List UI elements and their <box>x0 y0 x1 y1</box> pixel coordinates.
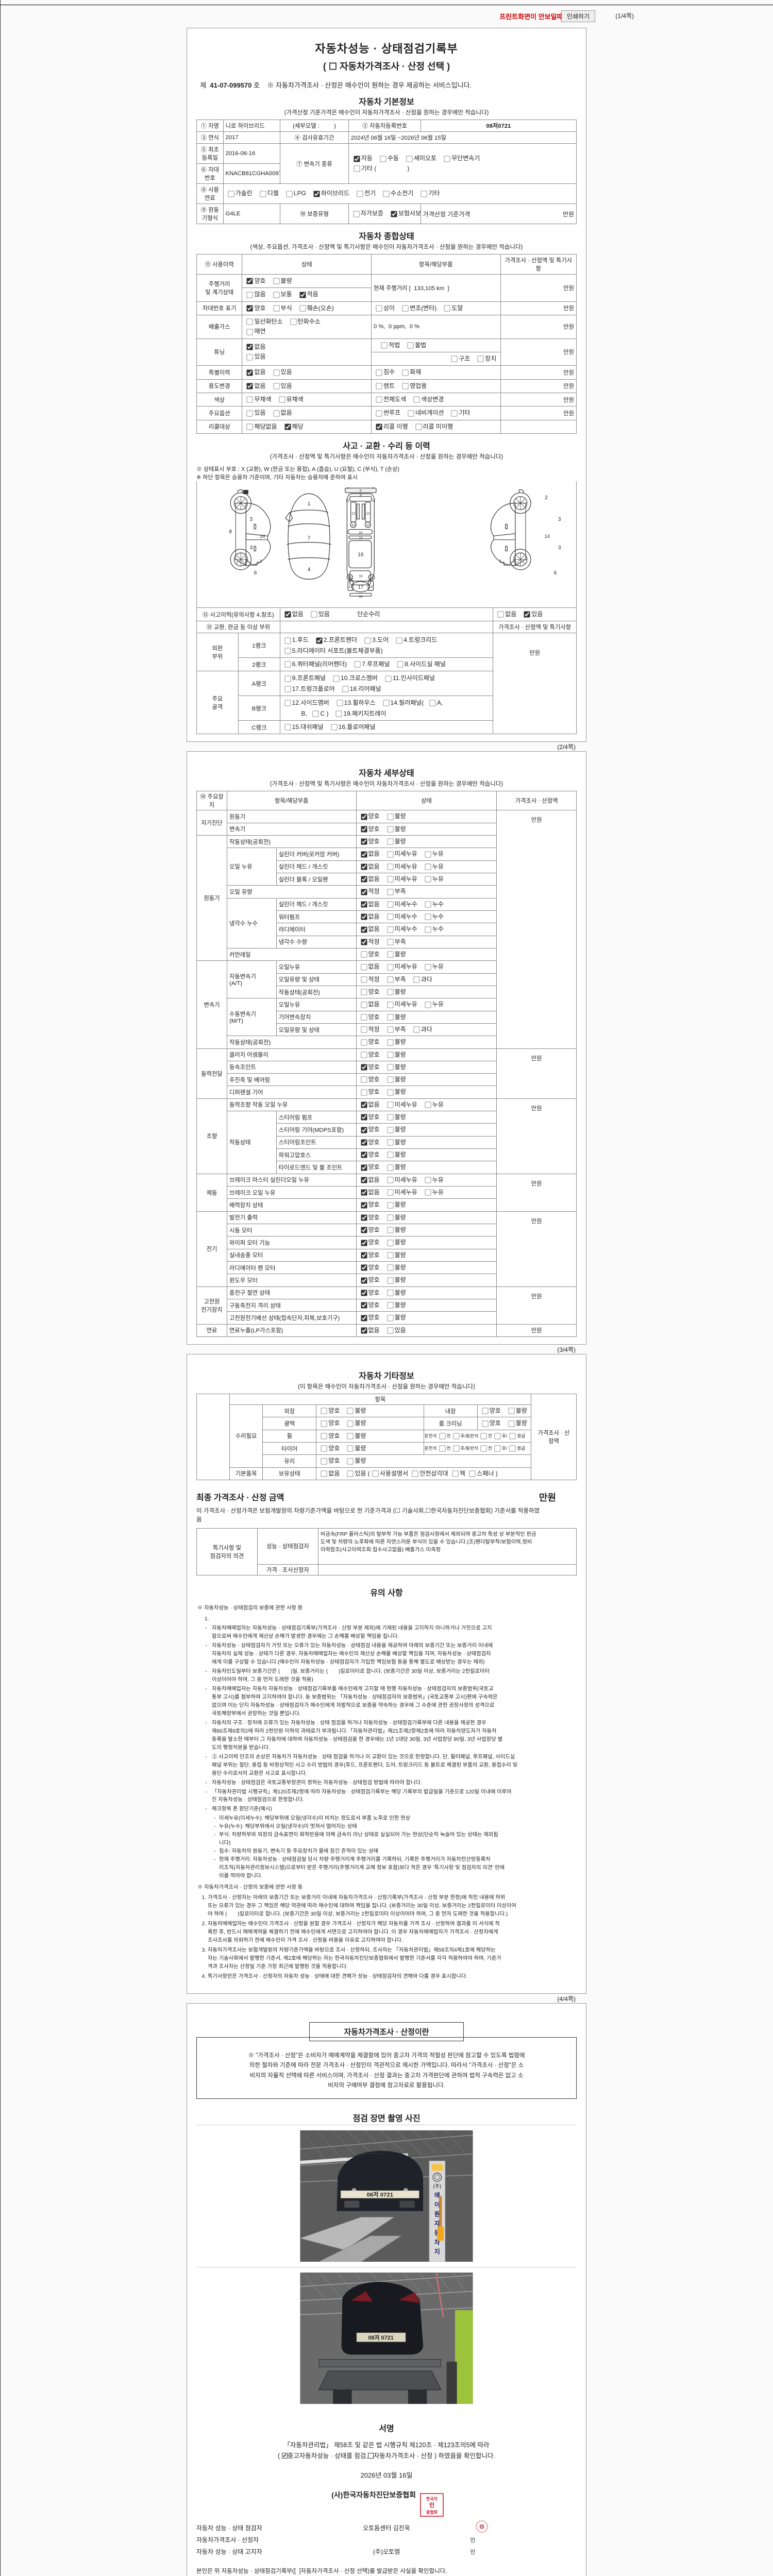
svg-text:15: 15 <box>359 537 363 540</box>
svg-text:5: 5 <box>360 489 362 493</box>
svg-text:13: 13 <box>351 523 356 527</box>
svg-text:印: 印 <box>480 2524 484 2530</box>
svg-text:11: 11 <box>372 499 376 503</box>
svg-text:한국자: 한국자 <box>426 2496 438 2501</box>
svg-text:인: 인 <box>429 2501 434 2509</box>
svg-text:4: 4 <box>308 567 311 573</box>
svg-text:지: 지 <box>434 2248 440 2255</box>
svg-text:6: 6 <box>254 570 257 576</box>
svg-text:3: 3 <box>250 545 253 551</box>
svg-text:12: 12 <box>366 512 370 515</box>
svg-text:1: 1 <box>308 501 311 507</box>
svg-text:19: 19 <box>359 575 363 579</box>
svg-text:12: 12 <box>369 585 373 589</box>
svg-text:3: 3 <box>558 545 561 551</box>
svg-text:13: 13 <box>366 523 370 527</box>
svg-text:14: 14 <box>260 534 265 539</box>
svg-text:증협회: 증협회 <box>426 2510 438 2515</box>
svg-text:13: 13 <box>348 577 352 580</box>
svg-text:12: 12 <box>349 585 353 589</box>
svg-text:3: 3 <box>250 517 253 522</box>
svg-text:08저 0721: 08저 0721 <box>366 2191 393 2198</box>
svg-text:13: 13 <box>369 577 374 580</box>
svg-text:10: 10 <box>359 531 363 535</box>
svg-text:17: 17 <box>358 584 363 589</box>
svg-text:3: 3 <box>558 517 561 522</box>
svg-text:08저 0721: 08저 0721 <box>368 2334 393 2341</box>
svg-text:9: 9 <box>360 494 362 498</box>
svg-text:2: 2 <box>545 495 548 501</box>
svg-text:16: 16 <box>358 552 364 557</box>
svg-text:X: X <box>245 491 247 495</box>
svg-text:18: 18 <box>359 595 363 599</box>
svg-text:6: 6 <box>554 570 557 576</box>
svg-text:(주): (주) <box>433 2184 441 2190</box>
svg-text:12: 12 <box>351 512 356 515</box>
svg-text:7: 7 <box>308 536 311 541</box>
svg-text:8: 8 <box>229 529 232 535</box>
svg-text:14: 14 <box>545 534 550 539</box>
svg-text:11: 11 <box>346 499 349 503</box>
